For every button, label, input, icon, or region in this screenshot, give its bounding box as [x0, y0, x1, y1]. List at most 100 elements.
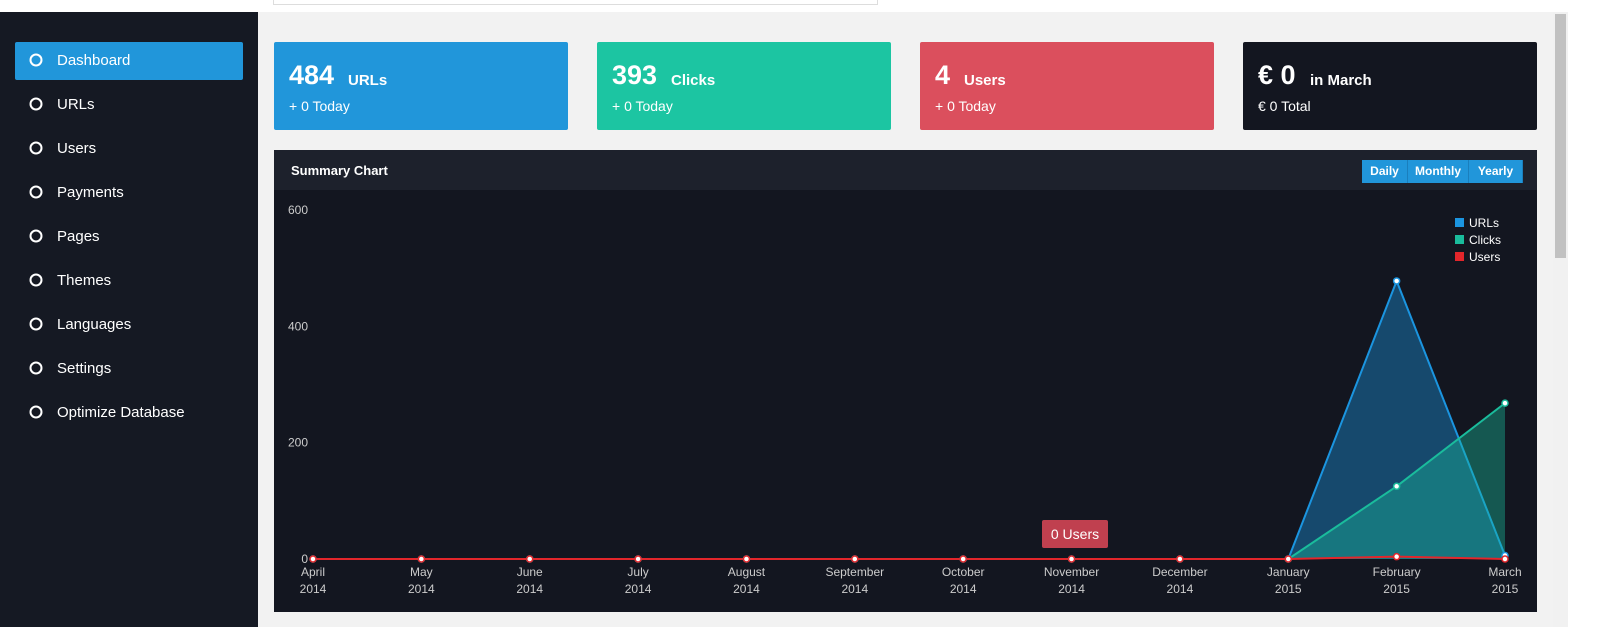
icon-shape	[29, 229, 43, 243]
x-tick-label: 2015	[1383, 582, 1410, 596]
stat-card: 484 URLs + 0 Today	[274, 42, 568, 130]
y-tick-label: 400	[288, 319, 308, 333]
x-tick-label: November	[1044, 565, 1099, 579]
point	[742, 555, 751, 563]
nav-label: Optimize Database	[57, 404, 185, 421]
y-tick-label: 0	[301, 552, 308, 566]
legend-label: Clicks	[1469, 233, 1501, 247]
point	[851, 555, 859, 563]
point	[309, 555, 317, 563]
nav-label: Dashboard	[57, 52, 131, 69]
nav-item[interactable]: Pages	[15, 218, 243, 256]
stat-card: 4 Users + 0 Today	[920, 42, 1214, 130]
nav-item[interactable]: Languages	[15, 306, 243, 344]
range-button[interactable]: Monthly	[1408, 160, 1469, 183]
x-tick-label: 2014	[1167, 582, 1194, 596]
point	[1392, 482, 1401, 491]
nav-item[interactable]: Users	[15, 130, 243, 168]
y-tick-label: 600	[288, 203, 308, 217]
nav-item[interactable]: URLs	[15, 86, 243, 124]
nav-item[interactable]: Dashboard	[15, 42, 243, 80]
x-tick-label: 2014	[950, 582, 977, 596]
stat-label: URLs	[348, 72, 388, 89]
x-tick-label: 2015	[1275, 582, 1302, 596]
stat-label: Clicks	[671, 72, 716, 89]
nav-label: Pages	[57, 228, 100, 245]
x-tick-label: October	[942, 565, 985, 579]
range-button[interactable]: Yearly	[1469, 160, 1523, 183]
nav-label: Users	[57, 140, 97, 157]
legend-label: Users	[1469, 250, 1500, 264]
legend-label: URLs	[1469, 216, 1499, 230]
nav-item[interactable]: Themes	[15, 262, 243, 300]
point	[417, 555, 426, 563]
nav-label: Themes	[57, 272, 112, 289]
x-tick-label: 2015	[1492, 582, 1519, 596]
x-tick-label: June	[517, 565, 543, 579]
icon-shape	[29, 53, 43, 67]
point	[1392, 552, 1401, 561]
nav-item[interactable]: Optimize Database	[15, 394, 243, 432]
tooltip-box	[1042, 520, 1108, 548]
x-tick-label: May	[410, 565, 433, 579]
range-button[interactable]: Daily	[1362, 160, 1408, 183]
x-tick-label: 2014	[516, 582, 543, 596]
nav-label: Languages	[57, 316, 132, 333]
nav-icon	[29, 405, 43, 419]
point	[1501, 555, 1509, 563]
point	[1501, 399, 1509, 407]
stat-value: 484	[289, 60, 335, 90]
scroll-thumb[interactable]	[1555, 14, 1566, 258]
stat-card: 393 Clicks + 0 Today	[597, 42, 891, 130]
x-tick-label: September	[825, 565, 884, 579]
line	[313, 555, 1506, 560]
area	[313, 280, 1505, 559]
panel-header: Summary Chart Daily Monthly Yearly	[274, 150, 1537, 190]
nav-icon	[29, 361, 43, 375]
stat-label: Users	[964, 72, 1006, 89]
point	[959, 555, 967, 563]
icon-shape	[29, 141, 43, 155]
stat-sub: + 0 Today	[935, 98, 996, 114]
sidebar: Dashboard URLs Users Payments Pages Themes Lan…	[0, 12, 258, 627]
nav-item[interactable]: Payments	[15, 174, 243, 212]
legend-swatch	[1455, 218, 1464, 227]
x-tick-label: August	[728, 565, 766, 579]
x-tick-label: 2014	[733, 582, 760, 596]
x-tick-label: February	[1373, 565, 1421, 579]
stat-value: 4	[935, 60, 951, 90]
point	[1067, 555, 1076, 563]
chart: 0 200 400 600 April 2014 May 2014 June 2014 July 20…	[288, 203, 1522, 596]
nav-icon	[29, 185, 43, 199]
nav-label: Payments	[57, 184, 124, 201]
x-tick-label: 2014	[1058, 582, 1085, 596]
icon-shape	[29, 273, 43, 287]
nav-item[interactable]: Settings	[15, 350, 243, 388]
x-tick-label: 2014	[300, 582, 327, 596]
area	[313, 403, 1505, 559]
nav-label: URLs	[57, 96, 95, 113]
icon-shape	[29, 97, 43, 111]
nav-icon	[29, 97, 43, 111]
point	[525, 555, 534, 563]
stat-card: € 0 in March € 0 Total	[1243, 42, 1537, 130]
legend-swatch	[1455, 252, 1464, 261]
nav-icon	[29, 229, 43, 243]
legend-swatch	[1455, 235, 1464, 244]
icon-shape	[29, 185, 43, 199]
stat-sub: + 0 Today	[289, 98, 350, 114]
x-tick-label: December	[1152, 565, 1207, 579]
tooltip-text: 0 Users	[1051, 526, 1099, 542]
point	[1284, 555, 1293, 563]
x-tick-label: January	[1267, 565, 1310, 579]
nav-icon	[29, 273, 43, 287]
point	[634, 555, 642, 563]
chart-panel: Summary Chart Daily Monthly Yearly 0 200 400…	[274, 150, 1537, 612]
nav-icon	[29, 141, 43, 155]
search-box[interactable]	[273, 0, 878, 5]
y-tick-label: 200	[288, 436, 308, 450]
icon-shape	[29, 317, 43, 331]
point	[1392, 277, 1401, 285]
stat-label: in March	[1310, 72, 1372, 89]
